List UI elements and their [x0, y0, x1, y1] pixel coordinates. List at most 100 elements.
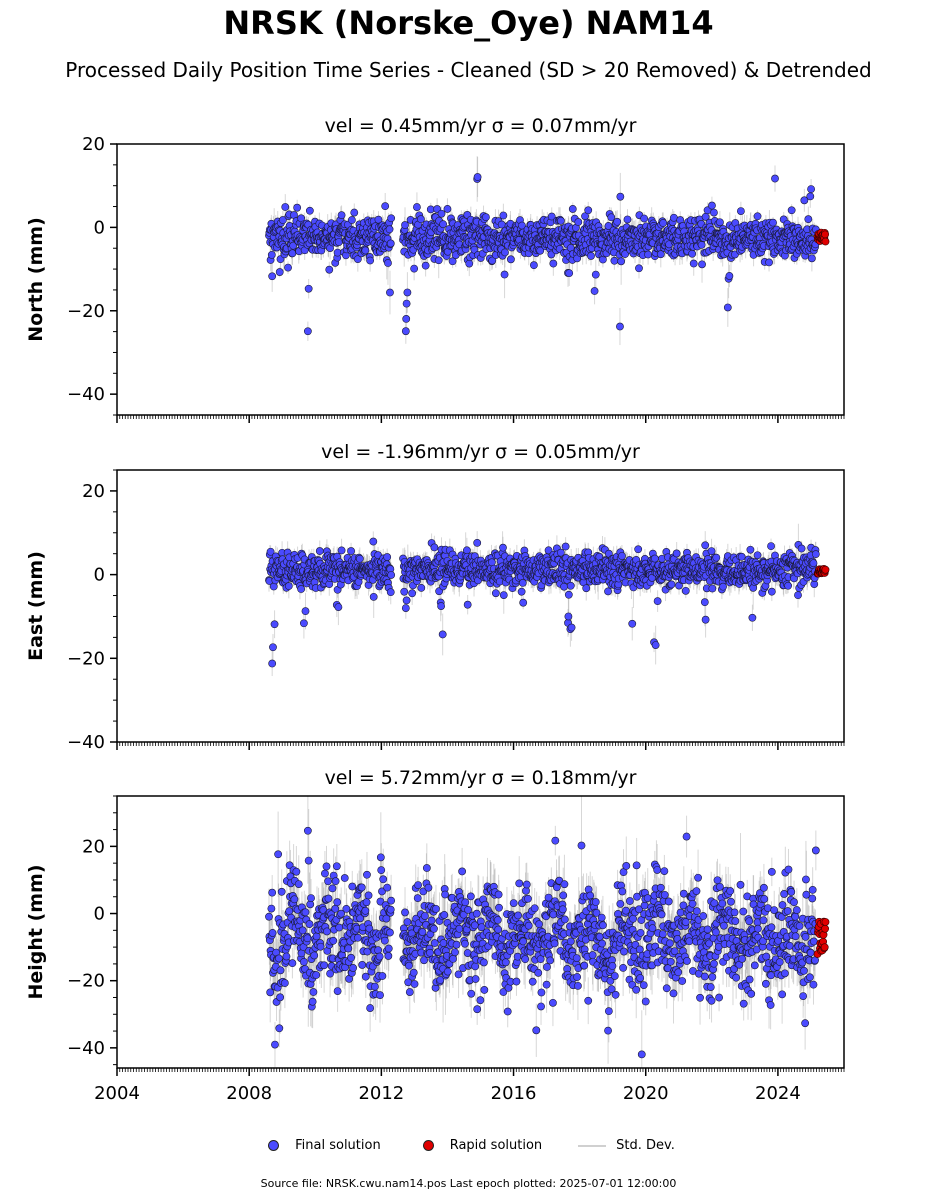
- final-solution-point: [591, 270, 600, 279]
- final-solution-point: [688, 249, 697, 258]
- final-solution-point: [806, 192, 815, 201]
- final-solution-point: [491, 589, 500, 598]
- final-solution-point: [499, 543, 507, 552]
- final-solution-point: [385, 225, 394, 234]
- std-dev-bars: [268, 523, 817, 677]
- final-solution-point: [463, 600, 472, 609]
- final-solution-point: [708, 201, 716, 210]
- final-solution-point: [607, 213, 616, 222]
- final-solution-point: [549, 259, 558, 268]
- final-solution-point: [584, 206, 593, 215]
- final-solution-point: [293, 203, 302, 212]
- final-solution-point: [401, 221, 409, 229]
- final-solution-point: [430, 543, 439, 552]
- final-solution-point: [284, 582, 293, 590]
- velocity-label: vel = 0.45mm/yr σ = 0.07mm/yr: [325, 115, 637, 137]
- final-solution-points: [265, 537, 820, 668]
- final-solution-point: [267, 250, 276, 259]
- final-solution-point: [736, 207, 745, 215]
- final-solution-point: [448, 257, 457, 266]
- y-tick-label: −20: [67, 301, 105, 322]
- final-solution-point: [616, 322, 624, 331]
- final-solution-point: [499, 591, 508, 599]
- final-solution-point: [517, 587, 526, 596]
- final-solution-point: [303, 327, 312, 336]
- final-solution-point: [497, 220, 506, 229]
- axes-frame: [116, 143, 845, 416]
- final-solution-point: [410, 264, 419, 273]
- final-solution-point: [765, 258, 773, 267]
- final-solution-point: [387, 571, 396, 579]
- final-solution-points: [265, 173, 820, 336]
- final-solution-point: [787, 206, 796, 215]
- final-solution-point: [402, 314, 411, 323]
- final-solution-point: [753, 212, 762, 221]
- final-solution-point: [337, 546, 346, 555]
- final-solution-point: [656, 250, 665, 259]
- final-solution-point: [499, 211, 508, 220]
- final-solution-point: [361, 246, 370, 255]
- final-solution-point: [347, 547, 355, 555]
- final-solution-point: [384, 259, 392, 267]
- final-solution-point: [304, 284, 313, 293]
- final-solution-point: [334, 238, 343, 246]
- final-solution-point: [590, 287, 599, 295]
- final-solution-point: [401, 604, 410, 612]
- final-solution-point: [400, 587, 409, 596]
- final-solution-point: [402, 596, 411, 605]
- final-solution-point: [268, 659, 277, 668]
- final-solution-point: [401, 327, 410, 336]
- final-solution-point: [337, 211, 346, 220]
- final-solution-point: [289, 241, 298, 250]
- final-solution-point: [301, 607, 310, 616]
- final-solution-point: [305, 206, 314, 215]
- final-solution-point: [635, 264, 643, 273]
- final-solution-point: [421, 261, 430, 270]
- chart-subtitle: Processed Daily Position Time Series - C…: [65, 58, 872, 82]
- final-solution-point: [281, 203, 290, 211]
- final-solution-point: [369, 537, 378, 546]
- final-solution-point: [473, 538, 482, 547]
- chart-title: NRSK (Norske_Oye) NAM14: [223, 4, 714, 42]
- final-solution-point: [369, 592, 378, 601]
- final-solution-point: [402, 299, 411, 308]
- final-solution-point: [613, 217, 622, 226]
- final-solution-point: [771, 174, 779, 183]
- final-solution-point: [769, 218, 777, 227]
- final-solution-point: [462, 546, 471, 555]
- final-solution-point: [416, 215, 425, 224]
- final-solution-point: [617, 257, 626, 266]
- final-solution-point: [640, 214, 649, 223]
- final-solution-point: [568, 205, 577, 213]
- y-tick-label: −40: [67, 384, 105, 405]
- y-tick-label: 0: [94, 217, 105, 238]
- final-solution-point: [437, 602, 446, 610]
- y-axis-label: North (mm): [25, 217, 47, 342]
- final-solution-point: [587, 252, 595, 260]
- final-solution-point: [347, 216, 356, 224]
- final-solution-point: [366, 256, 375, 265]
- final-solution-point: [482, 213, 490, 222]
- final-solution-point: [725, 272, 734, 280]
- final-solution-point: [334, 603, 343, 611]
- final-solution-point: [804, 215, 813, 224]
- final-solution-point: [443, 205, 452, 213]
- final-solution-point: [807, 254, 816, 263]
- final-solution-point: [381, 202, 390, 211]
- final-solution-point: [278, 216, 287, 224]
- final-solution-point: [297, 585, 306, 593]
- final-solution-point: [565, 269, 574, 278]
- final-solution-point: [387, 214, 396, 223]
- final-solution-point: [275, 268, 284, 276]
- final-solution-point: [300, 619, 308, 628]
- final-solution-point: [284, 263, 292, 272]
- final-solution-point: [723, 303, 732, 312]
- final-solution-point: [487, 558, 496, 567]
- final-solution-point: [556, 216, 565, 225]
- final-solution-point: [386, 588, 395, 597]
- final-solution-point: [644, 250, 653, 259]
- final-solution-point: [623, 215, 632, 224]
- final-solution-point: [488, 256, 497, 265]
- final-solution-point: [353, 255, 362, 264]
- final-solution-point: [439, 220, 447, 229]
